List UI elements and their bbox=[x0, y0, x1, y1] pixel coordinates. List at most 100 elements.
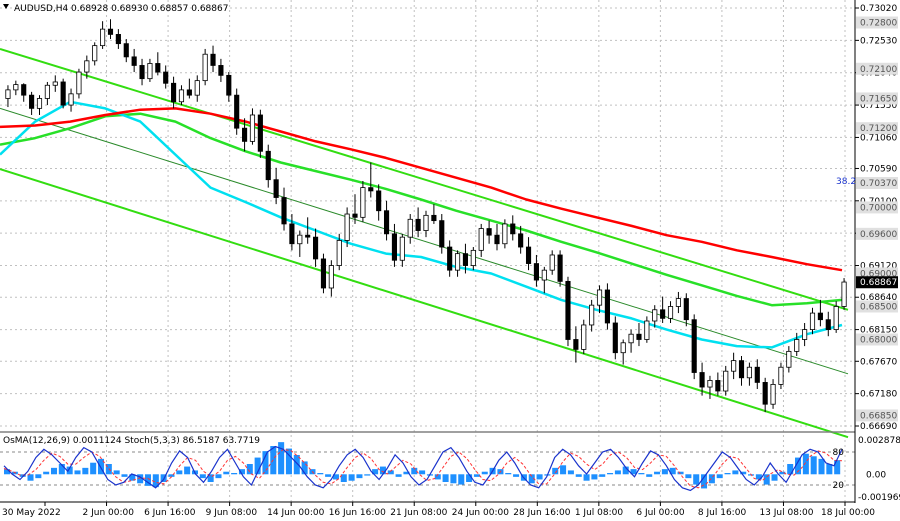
osma-bar bbox=[779, 471, 786, 475]
price-tick-label: 0.67180 bbox=[860, 390, 897, 400]
time-tick-label: 18 Jul 00:00 bbox=[821, 508, 875, 518]
candle-body bbox=[131, 56, 137, 66]
osma-bar bbox=[27, 474, 34, 481]
osma-bar bbox=[395, 474, 402, 477]
osma-bar bbox=[82, 467, 89, 475]
price-tick-label: 0.73020 bbox=[860, 4, 897, 14]
grid bbox=[0, 0, 855, 502]
candle-body bbox=[415, 218, 421, 231]
osma-bar bbox=[246, 464, 253, 475]
candle-body bbox=[454, 253, 461, 271]
candle-body bbox=[636, 333, 642, 340]
candle-body bbox=[715, 380, 721, 392]
candle-body bbox=[344, 213, 350, 241]
osma-bar bbox=[340, 474, 347, 482]
current-price-box bbox=[856, 276, 898, 289]
candle-body bbox=[423, 214, 429, 231]
current-price-label: 0.68867 bbox=[860, 278, 897, 288]
candle-body bbox=[731, 360, 737, 372]
osma-bottom-label: -0.001969 bbox=[858, 493, 900, 503]
level-box bbox=[856, 409, 898, 422]
osma-bar bbox=[654, 471, 661, 475]
level-label: 0.72100 bbox=[860, 65, 897, 75]
candle-body bbox=[746, 366, 752, 379]
candle-body bbox=[21, 84, 27, 96]
osma-bar bbox=[387, 470, 394, 475]
time-tick-label: 8 Jul 16:00 bbox=[698, 508, 747, 518]
candle-body bbox=[833, 306, 839, 330]
candle-body bbox=[589, 304, 595, 326]
osma-bar bbox=[599, 474, 606, 477]
osma-bar bbox=[419, 470, 426, 475]
osma-bar bbox=[278, 442, 285, 475]
osma-bar bbox=[732, 470, 739, 475]
osma-bar bbox=[716, 474, 723, 479]
osma-bar bbox=[434, 474, 441, 480]
candle-body bbox=[604, 289, 610, 324]
osma-bar bbox=[152, 474, 159, 488]
candle-body bbox=[825, 319, 831, 330]
candle-body bbox=[439, 220, 445, 248]
candle-body bbox=[573, 339, 579, 350]
price-tick-label: 0.70590 bbox=[860, 164, 897, 174]
candle-body bbox=[218, 65, 224, 76]
header-symbol-text: AUDUSD,H4 bbox=[14, 4, 69, 14]
stoch-20-label: 20 bbox=[833, 481, 845, 491]
osma-bar bbox=[661, 469, 668, 475]
price-tick-label: 0.68640 bbox=[860, 293, 897, 303]
candle-body bbox=[667, 306, 674, 319]
osma-bar bbox=[458, 474, 465, 485]
candle-body bbox=[194, 80, 200, 96]
time-axis: 30 May 2022 2 Jun 00:00 6 Jun 16:00 9 Jun 0… bbox=[2, 502, 875, 518]
candle-body bbox=[541, 269, 547, 281]
candle-body bbox=[320, 258, 327, 289]
candle-body bbox=[92, 45, 98, 62]
osma-bar bbox=[35, 474, 42, 479]
osma-bar bbox=[677, 471, 684, 475]
time-tick-label: 13 Jul 08:00 bbox=[759, 508, 813, 518]
candle-body bbox=[186, 89, 192, 96]
candle-body bbox=[13, 84, 19, 91]
candle-body bbox=[683, 298, 689, 321]
osma-bar bbox=[58, 464, 65, 475]
stoch-main-line bbox=[3, 445, 843, 492]
candle-body bbox=[470, 249, 476, 266]
osma-bar bbox=[356, 474, 363, 479]
indicator-caption-text: OsMA(12,26,9) 0.0011124 Stoch(5,3,3) 86.… bbox=[3, 436, 260, 446]
candle-body bbox=[368, 187, 374, 192]
candle-body bbox=[691, 319, 697, 373]
osma-bar bbox=[442, 474, 449, 482]
osma-bar bbox=[466, 474, 473, 482]
osma-bar bbox=[708, 474, 715, 484]
time-tick-label: 28 Jun 16:00 bbox=[513, 508, 570, 518]
candle-body bbox=[699, 372, 705, 388]
header-ohlc-text: 0.68928 0.68930 0.68857 0.68867 bbox=[71, 4, 228, 14]
candle-body bbox=[533, 263, 539, 281]
level-label: 0.68000 bbox=[860, 335, 897, 345]
level-label: 0.69600 bbox=[860, 230, 897, 240]
candle-body bbox=[336, 240, 342, 266]
candle-body bbox=[502, 223, 508, 245]
candle-body bbox=[115, 34, 121, 45]
level-label: 0.71650 bbox=[860, 94, 897, 104]
candle-body bbox=[29, 94, 35, 109]
time-tick-label: 16 Jun 16:00 bbox=[329, 508, 386, 518]
ema-green-line bbox=[0, 112, 843, 307]
candle-body bbox=[360, 187, 366, 218]
osma-bar bbox=[403, 471, 410, 475]
header-ohlc: 0.68928 0.68930 0.68857 0.68867 bbox=[71, 4, 228, 14]
osma-bar bbox=[669, 467, 676, 475]
osma-bar bbox=[113, 470, 120, 475]
osma-bar bbox=[740, 471, 747, 475]
osma-bar bbox=[638, 473, 645, 475]
osma-bar bbox=[43, 471, 50, 475]
osma-bar bbox=[701, 474, 708, 489]
osma-bar bbox=[207, 474, 214, 482]
candle-body bbox=[391, 233, 398, 261]
osma-bar bbox=[614, 470, 621, 475]
osma-bar bbox=[834, 460, 841, 475]
candle-body bbox=[171, 82, 177, 103]
candle-body bbox=[794, 339, 800, 352]
candle-body bbox=[123, 43, 129, 58]
